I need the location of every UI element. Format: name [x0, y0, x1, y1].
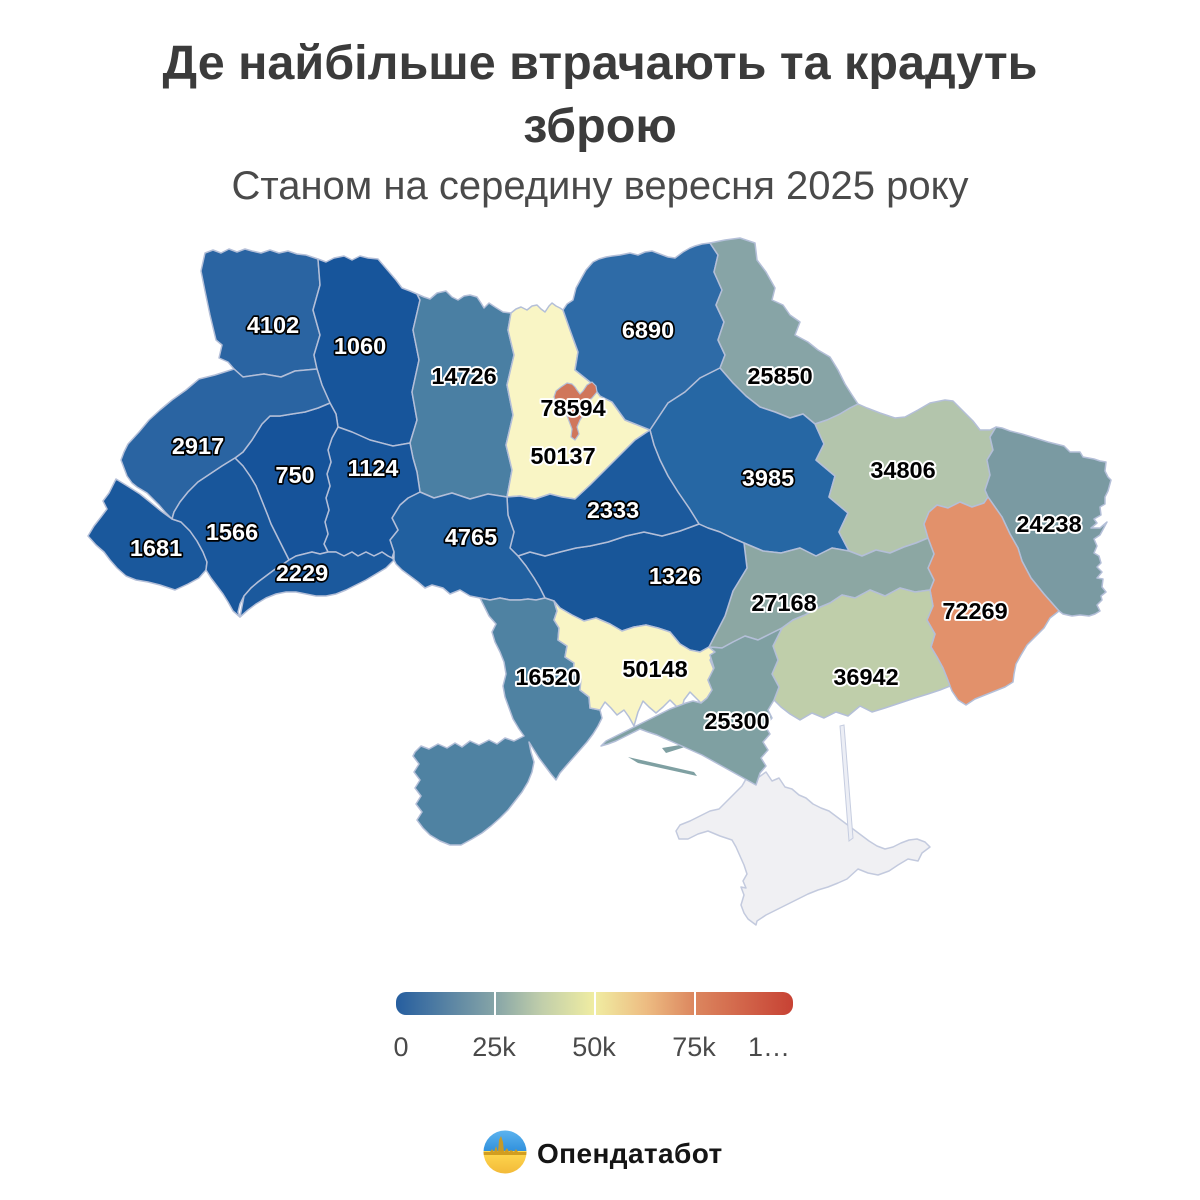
svg-text:72269: 72269	[942, 598, 1007, 624]
svg-text:1681: 1681	[130, 535, 182, 561]
svg-text:3985: 3985	[742, 465, 794, 491]
svg-text:50148: 50148	[622, 656, 687, 682]
svg-text:4102: 4102	[247, 312, 299, 338]
svg-text:2917: 2917	[172, 433, 224, 459]
svg-text:24238: 24238	[1016, 511, 1081, 537]
svg-text:2333: 2333	[587, 497, 639, 523]
svg-text:6890: 6890	[622, 317, 674, 343]
svg-text:34806: 34806	[870, 457, 935, 483]
svg-text:14726: 14726	[431, 363, 496, 389]
svg-text:1124: 1124	[348, 455, 399, 481]
svg-text:78594: 78594	[540, 395, 605, 421]
svg-text:27168: 27168	[751, 590, 816, 616]
svg-text:36942: 36942	[833, 664, 898, 690]
svg-text:25850: 25850	[747, 363, 812, 389]
svg-text:1326: 1326	[649, 563, 701, 589]
svg-text:2229: 2229	[276, 560, 328, 586]
svg-text:1566: 1566	[206, 519, 258, 545]
svg-text:4765: 4765	[445, 524, 497, 550]
svg-text:50137: 50137	[530, 443, 595, 469]
svg-text:25300: 25300	[704, 708, 769, 734]
svg-text:16520: 16520	[515, 664, 580, 690]
svg-text:1060: 1060	[334, 333, 386, 359]
svg-text:750: 750	[275, 462, 314, 488]
